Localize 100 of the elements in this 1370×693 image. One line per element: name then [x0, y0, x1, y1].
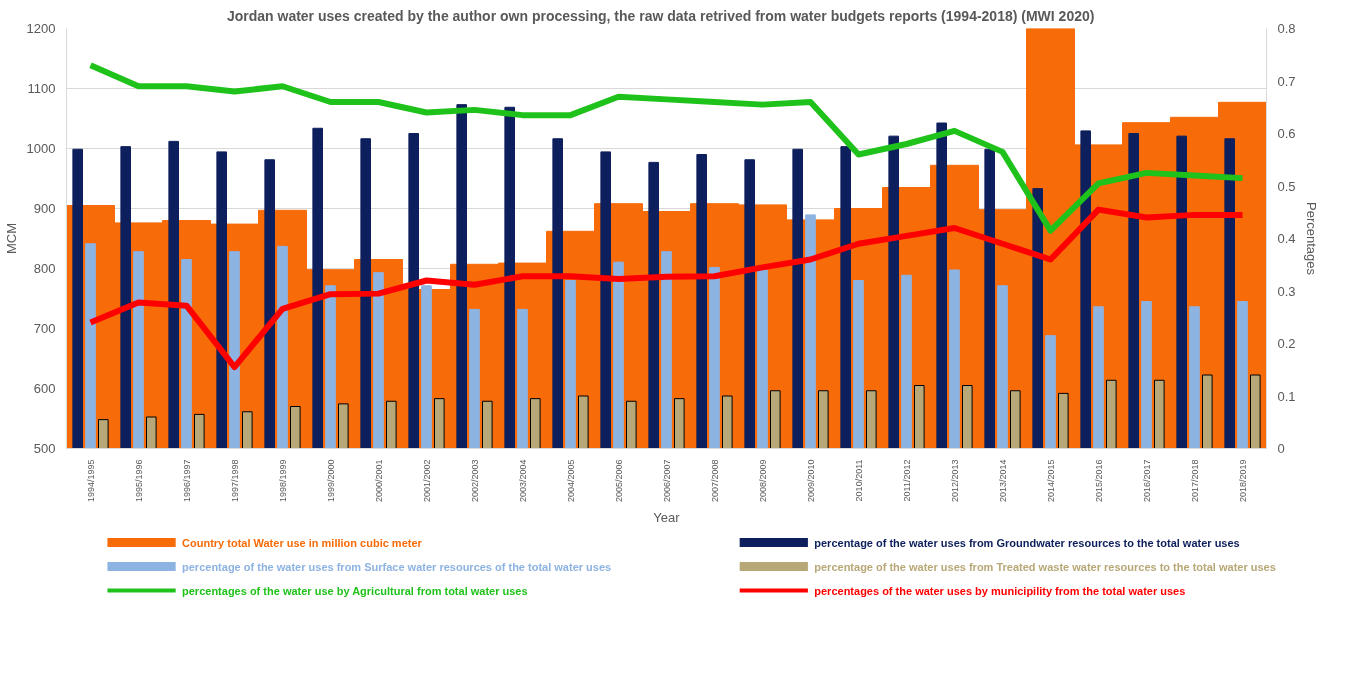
y2-tick-label: 0.1 — [1277, 388, 1296, 404]
x-tick-label: 2017/2018 — [1189, 459, 1200, 503]
bar — [578, 395, 589, 449]
bar — [373, 272, 384, 449]
x-tick-label: 2007/2008 — [709, 459, 720, 503]
bar — [661, 251, 672, 449]
y2-tick-label: 0 — [1277, 441, 1285, 456]
x-tick-label: 2015/2016 — [1093, 459, 1104, 503]
bar — [914, 385, 925, 449]
x-tick-label: 2013/2014 — [997, 459, 1008, 503]
text: percentages of the water uses by municipility from the total water uses — [814, 584, 1186, 597]
bar — [709, 266, 720, 449]
bar — [840, 146, 851, 449]
x-tick-label: 1996/1997 — [181, 459, 192, 503]
y-tick-label: 1000 — [26, 141, 56, 156]
bar — [1141, 301, 1152, 449]
y-tick-label: 1100 — [27, 81, 56, 96]
bar — [866, 390, 877, 449]
text: percentage of the water uses from Treated waste water resources to the total water uses — [814, 560, 1276, 573]
bar — [290, 406, 301, 449]
bar — [434, 398, 445, 449]
bar — [312, 127, 323, 449]
bar — [552, 138, 563, 449]
bar — [936, 122, 947, 449]
bar — [1032, 188, 1043, 449]
bar — [325, 285, 336, 449]
x-tick-label: 1994/1995 — [85, 459, 96, 503]
bar — [482, 400, 493, 449]
bar — [962, 385, 973, 449]
bar — [1093, 306, 1104, 449]
bar — [805, 214, 816, 449]
x-tick-label: 2000/2001 — [373, 459, 384, 503]
bar — [984, 148, 995, 449]
bar — [853, 280, 864, 449]
x-tick-label: 2008/2009 — [757, 459, 768, 503]
bar — [72, 148, 83, 449]
bar — [504, 106, 515, 449]
bar — [1058, 392, 1069, 449]
y-tick-label: 900 — [33, 201, 56, 216]
bar — [600, 151, 611, 449]
y2-tick-label: 0.5 — [1277, 178, 1296, 194]
x-tick-label: 1995/1996 — [133, 459, 144, 503]
bar — [1128, 133, 1139, 449]
text: Country total Water use in million cubic meter — [182, 536, 423, 549]
bar — [264, 159, 275, 449]
bar — [469, 308, 480, 449]
bar — [1106, 379, 1117, 449]
bar — [626, 400, 637, 449]
bar — [792, 148, 803, 449]
bar — [181, 259, 192, 449]
x-tick-label: 2001/2002 — [421, 459, 432, 503]
x-tick-label: 2014/2015 — [1045, 459, 1056, 503]
y-axis-title: MCM — [3, 222, 19, 255]
bar — [722, 395, 733, 449]
bar — [456, 104, 467, 449]
bar — [1010, 390, 1021, 449]
x-tick-label: 2009/2010 — [805, 459, 816, 503]
bar — [360, 138, 371, 449]
x-tick-label: 2002/2003 — [469, 459, 480, 503]
bar — [1176, 135, 1187, 449]
y2-tick-label: 0.7 — [1277, 73, 1296, 89]
bar — [242, 411, 253, 449]
bar — [216, 151, 227, 449]
x-tick-label: 1999/2000 — [325, 459, 336, 503]
bar — [901, 274, 912, 449]
y-tick-label: 600 — [33, 381, 56, 396]
y-tick-label: 800 — [33, 261, 56, 276]
bar — [648, 161, 659, 449]
x-tick-label: 2012/2013 — [949, 459, 960, 503]
bar — [744, 159, 755, 449]
x-tick-label: 2016/2017 — [1141, 459, 1152, 503]
bar — [1250, 374, 1261, 449]
bar — [757, 269, 768, 449]
bar — [696, 154, 707, 449]
y2-tick-label: 0.4 — [1277, 231, 1296, 246]
bar — [565, 280, 576, 449]
bar — [229, 251, 240, 449]
text: percentage of the water uses from Groundwater resources to the total water uses — [814, 536, 1240, 549]
x-tick-label: 1998/1999 — [277, 459, 288, 503]
x-tick-label: 2005/2006 — [613, 459, 624, 503]
bar — [1224, 138, 1235, 449]
bar — [674, 398, 685, 449]
bar — [1189, 306, 1200, 449]
y2-tick-label: 0.3 — [1277, 283, 1296, 299]
bar — [98, 419, 109, 449]
bar — [517, 308, 528, 449]
bar — [408, 133, 419, 449]
bar — [888, 135, 899, 449]
x-tick-label: 2011/2012 — [901, 459, 912, 502]
bar — [1202, 374, 1213, 449]
y-tick-label: 1200 — [26, 21, 56, 36]
bar — [1045, 335, 1056, 449]
x-tick-label: 2006/2007 — [661, 459, 672, 503]
bar — [613, 261, 624, 449]
bar — [770, 390, 781, 449]
y2-tick-label: 0.8 — [1277, 21, 1296, 36]
x-tick-label: 2004/2005 — [565, 459, 576, 503]
bar — [1080, 130, 1091, 449]
bar — [997, 285, 1008, 449]
bar — [338, 403, 349, 449]
